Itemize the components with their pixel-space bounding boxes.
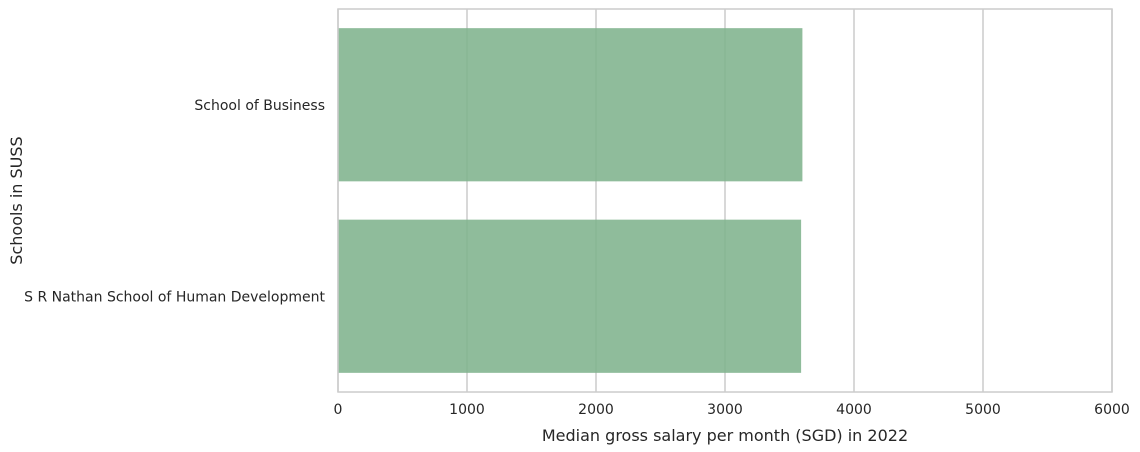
bars xyxy=(338,28,803,373)
x-tick-label: 3000 xyxy=(707,402,743,418)
x-tick-label: 6000 xyxy=(1094,402,1130,418)
y-axis-label: Schools in SUSS xyxy=(7,136,26,264)
x-tick-labels: 0 1000 2000 3000 4000 5000 6000 xyxy=(334,402,1130,418)
bar xyxy=(338,219,802,373)
plot-frame xyxy=(337,8,1113,393)
x-tick-label: 5000 xyxy=(965,402,1001,418)
x-tick-label: 1000 xyxy=(449,402,485,418)
x-tick-label: 2000 xyxy=(578,402,614,418)
y-tick-label: S R Nathan School of Human Development xyxy=(24,289,325,305)
x-tick-label: 4000 xyxy=(836,402,872,418)
x-axis-label: Median gross salary per month (SGD) in 2… xyxy=(542,426,908,445)
y-tick-label: School of Business xyxy=(194,98,325,114)
x-tick-label: 0 xyxy=(334,402,343,418)
bar xyxy=(338,28,803,182)
y-tick-labels: School of Business S R Nathan School of H… xyxy=(24,98,325,306)
